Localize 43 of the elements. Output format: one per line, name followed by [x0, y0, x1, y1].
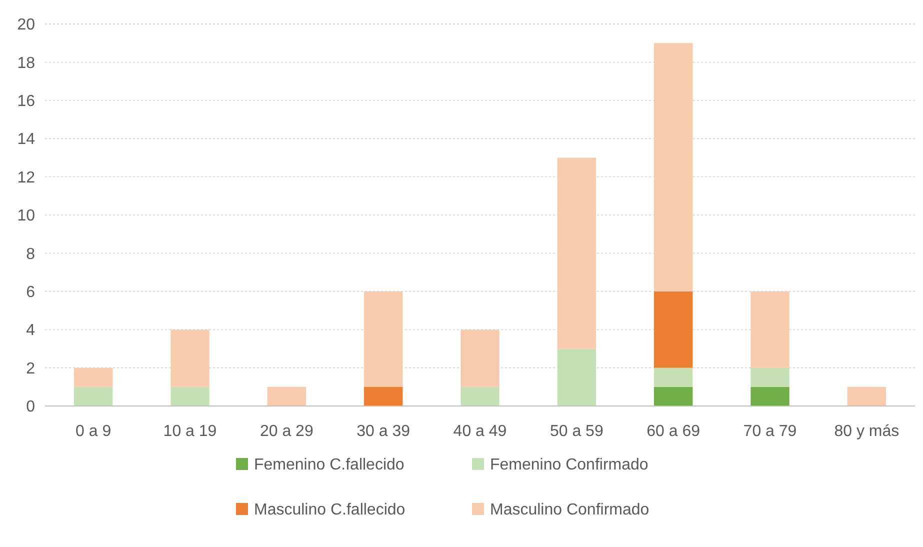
bar [267, 386, 306, 406]
y-tick-label: 0 [26, 398, 36, 416]
x-tick-label: 60 a 69 [646, 423, 700, 440]
legend-label: Femenino Confirmado [490, 456, 648, 474]
bar [654, 43, 693, 292]
y-tick-label: 10 [17, 208, 36, 225]
bar [74, 386, 113, 406]
bar [364, 386, 403, 406]
bar [750, 368, 790, 387]
y-tick-label: 6 [26, 284, 36, 301]
legend-label: Masculino Confirmado [490, 502, 650, 519]
x-tick-label: 50 a 59 [550, 423, 604, 440]
y-tick-label: 16 [17, 93, 36, 110]
bar [654, 368, 693, 387]
bar [364, 291, 403, 387]
y-tick-label: 14 [17, 131, 36, 148]
x-tick-label: 0 a 9 [76, 423, 112, 440]
bar [460, 330, 500, 387]
y-tick-label: 4 [26, 322, 36, 340]
legend-label: Femenino C.fallecido [254, 456, 404, 474]
bar [750, 386, 790, 406]
y-tick-label: 8 [26, 246, 36, 263]
x-tick-label: 80 y más [834, 423, 900, 440]
bar [170, 386, 210, 406]
x-tick-label: 20 a 29 [260, 423, 314, 440]
y-tick-label: 18 [17, 54, 36, 72]
bar [847, 386, 886, 406]
bar [170, 330, 210, 387]
bar [557, 158, 596, 349]
x-tick-label: 10 a 19 [163, 423, 217, 440]
bar [557, 348, 596, 406]
bar [654, 386, 693, 406]
y-tick-label: 2 [26, 360, 36, 378]
bar [654, 291, 693, 368]
x-tick-label: 30 a 39 [356, 423, 410, 440]
y-tick-label: 12 [17, 169, 36, 186]
bar [460, 386, 500, 406]
y-tick-label: 20 [17, 16, 36, 34]
bar [74, 368, 113, 387]
bar [750, 291, 790, 368]
legend-label: Masculino C.fallecido [254, 502, 406, 519]
x-tick-label: 70 a 79 [743, 423, 797, 440]
x-tick-label: 40 a 49 [453, 423, 507, 440]
